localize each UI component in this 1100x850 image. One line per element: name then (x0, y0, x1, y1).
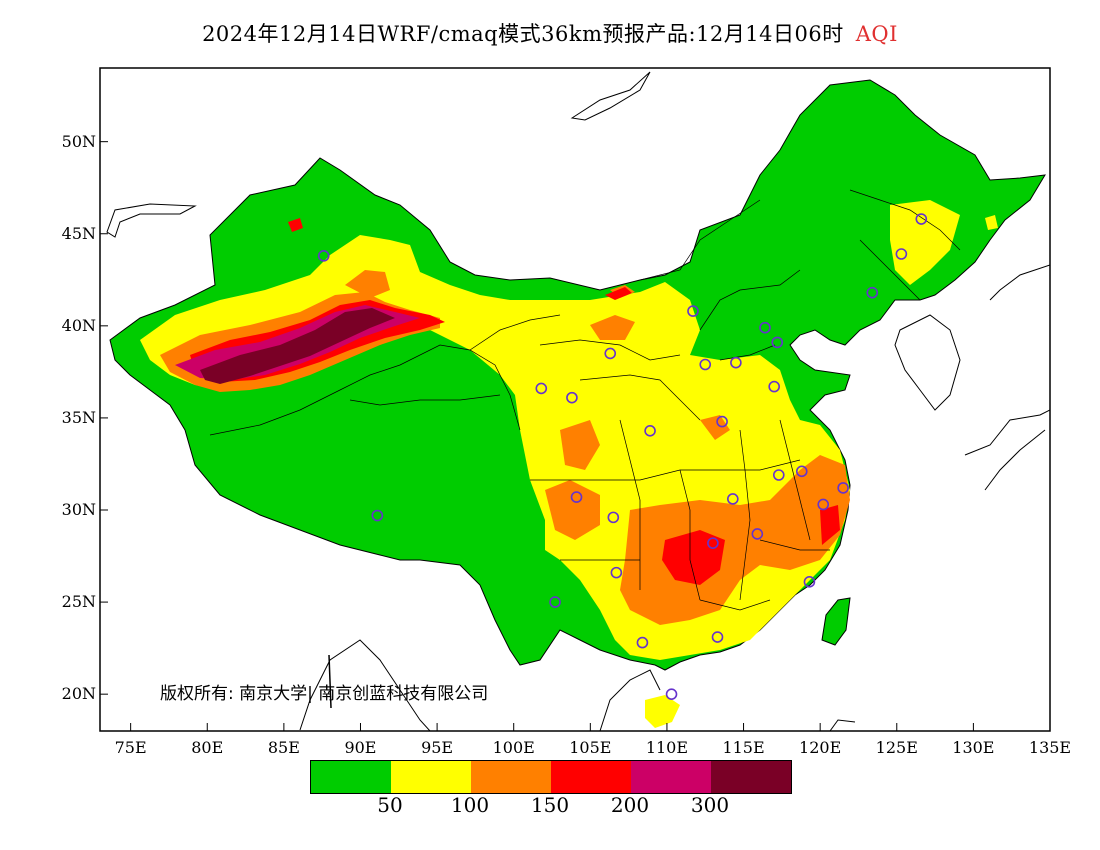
station-marker (716, 415, 728, 428)
station-marker (768, 380, 780, 393)
legend-swatch (711, 761, 791, 793)
station-marker (772, 469, 785, 481)
station-marker (665, 688, 678, 700)
coastlines (106, 71, 1050, 731)
x-tick-label: 125E (875, 738, 918, 757)
variable-label: AQI (855, 22, 898, 46)
station-marker (795, 465, 808, 478)
legend-swatch (631, 761, 711, 793)
station-marker (751, 528, 764, 540)
legend-label: 50 (377, 793, 403, 817)
legend-swatch (471, 761, 551, 793)
x-tick-label: 130E (952, 738, 995, 757)
y-tick-label: 35N (61, 407, 96, 427)
station-marker (610, 566, 623, 579)
province-boundaries (209, 189, 961, 611)
legend-swatch (391, 761, 471, 793)
x-tick-label: 115E (722, 738, 765, 757)
region-maroon (200, 308, 395, 384)
legend-label: 150 (530, 793, 570, 817)
station-marker (644, 425, 656, 437)
station-marker (549, 596, 561, 608)
station-marker (604, 347, 617, 360)
y-tick-label: 30N (61, 500, 96, 519)
title-text: 2024年12月14日WRF/cmaq模式36km预报产品:12月14日06时 (202, 22, 844, 46)
taiwan (821, 597, 851, 646)
y-axis-ticks (100, 141, 108, 695)
legend-swatch (311, 761, 391, 793)
x-axis-ticks (130, 723, 1051, 731)
x-tick-label: 120E (799, 738, 842, 757)
station-marker (711, 631, 724, 643)
station-marker (727, 493, 739, 505)
copyright-divider (328, 654, 332, 709)
station-marker (866, 286, 879, 299)
color-legend (310, 760, 792, 794)
station-marker (317, 250, 330, 262)
station-marker (535, 382, 548, 395)
map-frame (99, 67, 1051, 732)
legend-swatch (551, 761, 631, 793)
x-tick-label: 75E (114, 738, 147, 757)
station-marker (915, 213, 928, 225)
x-tick-label: 90E (344, 738, 377, 757)
station-marker (636, 636, 649, 649)
x-tick-label: 95E (421, 738, 454, 757)
station-marker (730, 356, 742, 369)
y-tick-label: 40N (61, 315, 96, 335)
station-marker (759, 321, 771, 334)
station-marker (803, 576, 816, 588)
x-tick-label: 100E (492, 738, 535, 757)
x-tick-label: 85E (267, 738, 300, 757)
station-marker (699, 358, 712, 371)
station-marker (817, 498, 830, 511)
x-tick-label: 135E (1028, 738, 1072, 757)
y-tick-label: 25N (61, 592, 96, 612)
station-marker (771, 336, 784, 349)
station-marker (607, 511, 620, 524)
map-title: 2024年12月14日WRF/cmaq模式36km预报产品:12月14日06时 A… (0, 18, 1100, 48)
station-marker (707, 537, 719, 549)
legend-label: 100 (450, 793, 490, 817)
station-marker (837, 482, 849, 494)
station-marker (566, 391, 578, 404)
station-marker (371, 509, 384, 522)
x-tick-label: 105E (569, 738, 612, 757)
legend-label: 200 (610, 793, 650, 817)
y-tick-label: 50N (61, 131, 96, 151)
x-tick-label: 80E (191, 738, 224, 757)
copyright-text: 版权所有: 南京大学| 南京创蓝科技有限公司 (160, 684, 489, 704)
legend-label: 300 (690, 793, 730, 817)
y-tick-label: 20N (61, 684, 96, 704)
station-markers (317, 213, 928, 700)
station-marker (895, 248, 908, 260)
y-tick-label: 45N (61, 223, 96, 243)
station-marker (570, 491, 583, 503)
station-marker (687, 305, 699, 317)
x-tick-label: 110E (645, 738, 689, 757)
